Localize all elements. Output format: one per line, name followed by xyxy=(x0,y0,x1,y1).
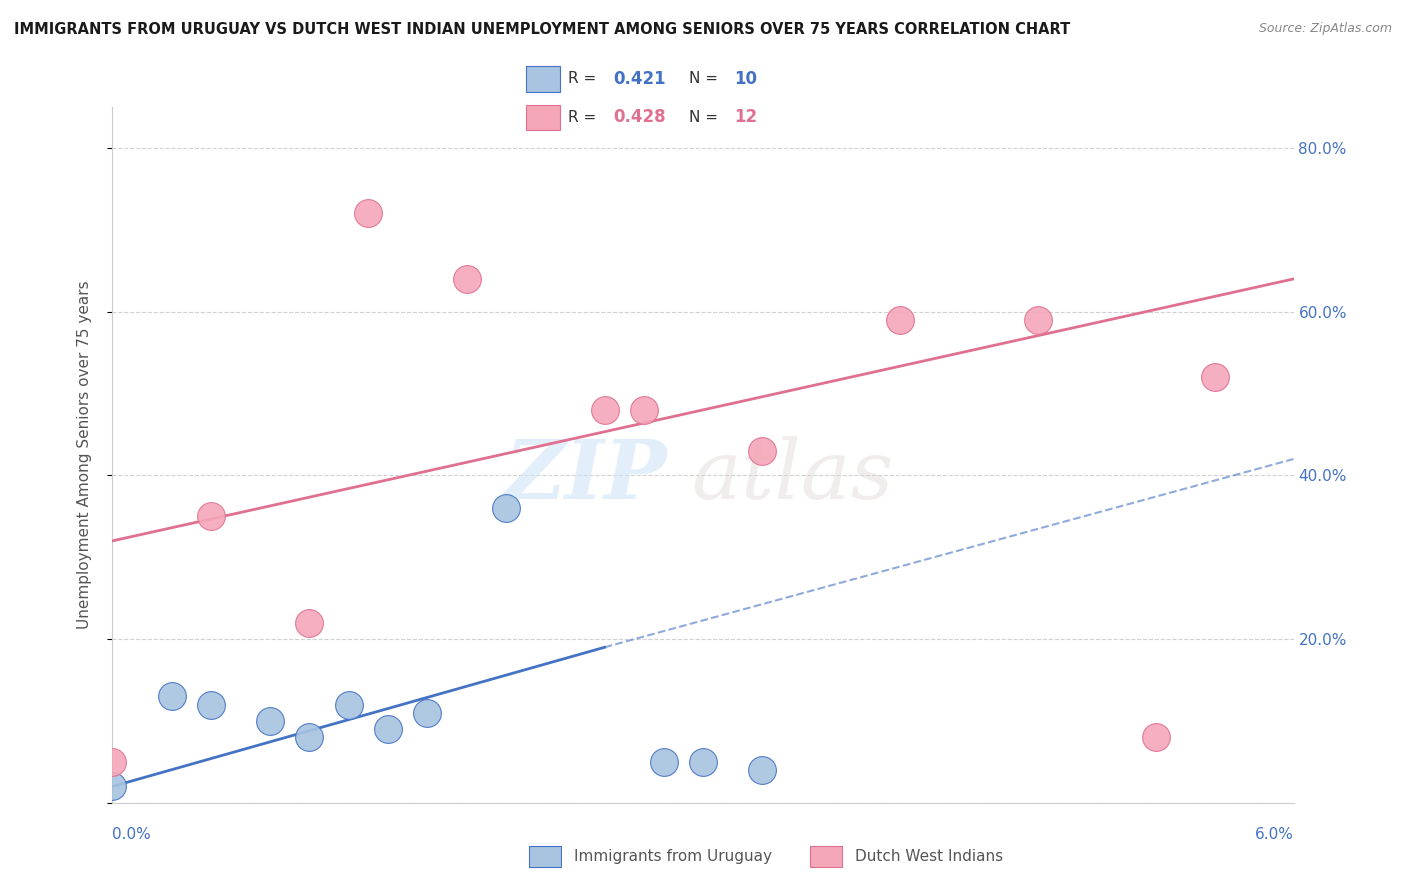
Text: ZIP: ZIP xyxy=(505,436,668,516)
Text: 0.0%: 0.0% xyxy=(112,827,152,841)
Point xyxy=(456,272,478,286)
Point xyxy=(200,509,222,524)
Point xyxy=(377,722,399,736)
Point xyxy=(692,755,714,769)
Point xyxy=(298,615,321,630)
Text: Source: ZipAtlas.com: Source: ZipAtlas.com xyxy=(1258,22,1392,36)
Point xyxy=(1204,370,1226,384)
Point xyxy=(298,731,321,745)
Point xyxy=(751,443,773,458)
Text: 12: 12 xyxy=(734,109,756,127)
Point xyxy=(751,763,773,777)
Text: R =: R = xyxy=(568,71,602,87)
Point xyxy=(337,698,360,712)
Point xyxy=(593,403,616,417)
Point xyxy=(889,313,911,327)
Point xyxy=(101,780,124,794)
Text: Immigrants from Uruguay: Immigrants from Uruguay xyxy=(574,849,772,863)
FancyBboxPatch shape xyxy=(810,846,842,867)
Point xyxy=(259,714,281,728)
Point xyxy=(633,403,655,417)
Text: atlas: atlas xyxy=(692,436,894,516)
Text: 10: 10 xyxy=(734,70,756,87)
FancyBboxPatch shape xyxy=(526,104,560,130)
FancyBboxPatch shape xyxy=(529,846,561,867)
Text: N =: N = xyxy=(689,71,723,87)
Text: R =: R = xyxy=(568,110,602,125)
Point xyxy=(160,690,183,704)
Point xyxy=(652,755,675,769)
Point xyxy=(101,755,124,769)
FancyBboxPatch shape xyxy=(526,66,560,92)
Point xyxy=(495,501,517,516)
Y-axis label: Unemployment Among Seniors over 75 years: Unemployment Among Seniors over 75 years xyxy=(77,281,91,629)
Text: Dutch West Indians: Dutch West Indians xyxy=(855,849,1002,863)
Point xyxy=(416,706,439,720)
Point xyxy=(1026,313,1049,327)
Point xyxy=(1144,731,1167,745)
Text: IMMIGRANTS FROM URUGUAY VS DUTCH WEST INDIAN UNEMPLOYMENT AMONG SENIORS OVER 75 : IMMIGRANTS FROM URUGUAY VS DUTCH WEST IN… xyxy=(14,22,1070,37)
Point xyxy=(357,206,380,220)
Text: 6.0%: 6.0% xyxy=(1254,827,1294,841)
Point xyxy=(200,698,222,712)
Text: 0.428: 0.428 xyxy=(613,109,665,127)
Text: 0.421: 0.421 xyxy=(613,70,665,87)
Text: N =: N = xyxy=(689,110,723,125)
